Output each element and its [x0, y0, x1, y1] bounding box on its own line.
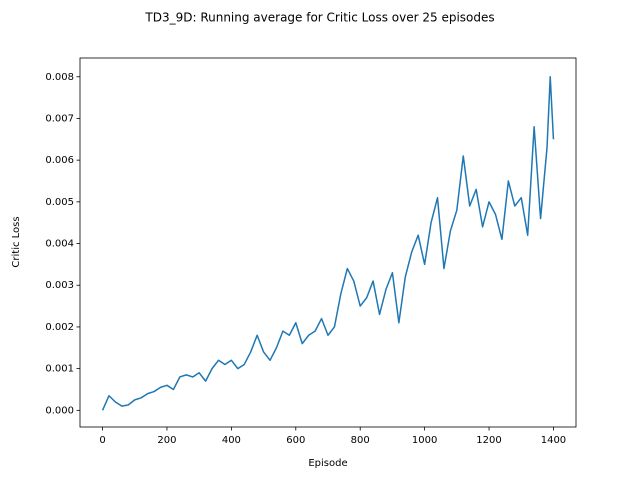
- y-tick-label: 0.005: [45, 197, 74, 208]
- y-tick-label: 0.008: [45, 72, 74, 83]
- x-tick-label: 800: [351, 435, 370, 446]
- x-tick-label: 200: [157, 435, 176, 446]
- y-tick-label: 0.007: [45, 113, 74, 124]
- y-tick-label: 0.001: [45, 364, 74, 375]
- y-tick-label: 0.000: [45, 405, 74, 416]
- x-tick-label: 1400: [541, 435, 566, 446]
- y-axis-label: Critic Loss: [11, 216, 22, 267]
- x-axis-label: Episode: [308, 458, 347, 469]
- x-tick-label: 400: [222, 435, 241, 446]
- x-tick-label: 0: [99, 435, 105, 446]
- y-tick-label: 0.003: [45, 280, 74, 291]
- y-tick-label: 0.006: [45, 155, 74, 166]
- y-tick-label: 0.004: [45, 239, 74, 250]
- chart-title: TD3_9D: Running average for Critic Loss …: [144, 11, 494, 25]
- x-tick-label: 1200: [476, 435, 501, 446]
- x-tick-label: 1000: [412, 435, 437, 446]
- y-tick-label: 0.002: [45, 322, 74, 333]
- data-line: [101, 76, 555, 411]
- x-tick-label: 600: [286, 435, 305, 446]
- plot-frame: [79, 57, 577, 428]
